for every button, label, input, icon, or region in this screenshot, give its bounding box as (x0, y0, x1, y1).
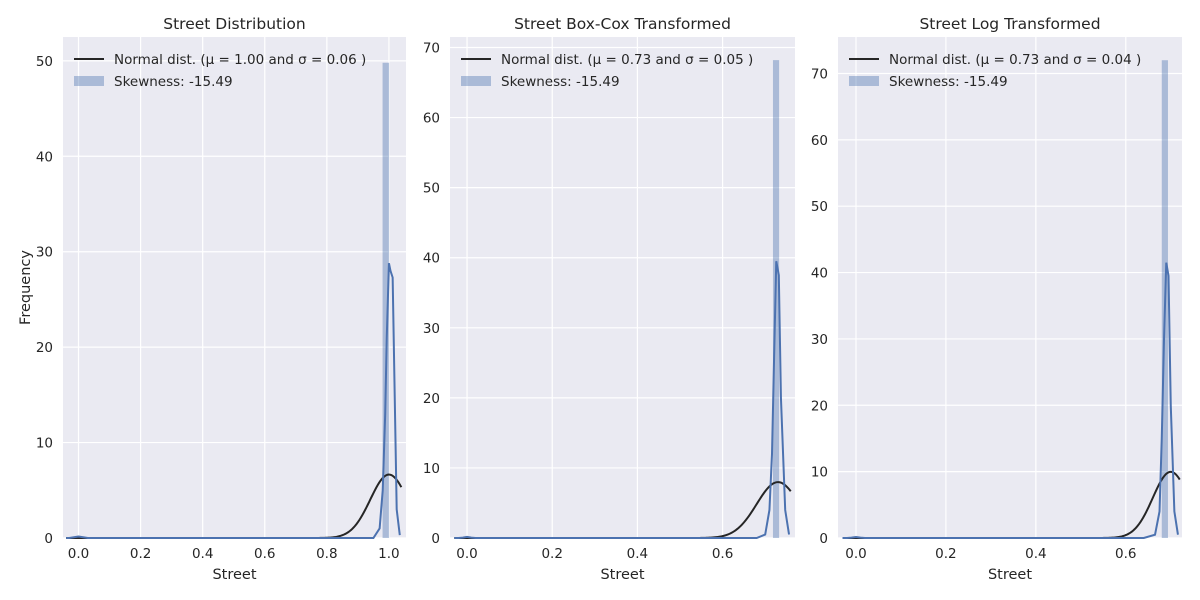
y-tick-label: 20 (423, 391, 440, 407)
y-tick-label: 50 (36, 54, 53, 70)
plot-area (450, 37, 795, 538)
panel-title: Street Box-Cox Transformed (514, 15, 731, 33)
legend: Normal dist. (μ = 1.00 and σ = 0.06 ) Ske… (74, 52, 366, 90)
histogram-bar (382, 62, 390, 538)
y-tick-label: 10 (423, 461, 440, 477)
y-tick-label: 0 (44, 531, 53, 547)
y-tick-label: 70 (423, 41, 440, 57)
x-tick-label: 0.6 (254, 546, 275, 562)
y-tick-label: 10 (811, 465, 828, 481)
legend-normal-label: Normal dist. (μ = 0.73 and σ = 0.04 ) (889, 52, 1141, 68)
kde-line (842, 262, 1179, 539)
x-tick-label: 0.2 (935, 546, 956, 562)
y-tick-label: 60 (811, 133, 828, 149)
legend-skew-swatch (849, 76, 879, 86)
x-tick-label: 0.8 (316, 546, 337, 562)
x-tick-label: 0.2 (541, 546, 562, 562)
legend: Normal dist. (μ = 0.73 and σ = 0.05 ) Ske… (461, 52, 753, 90)
kde-line (66, 262, 401, 539)
y-tick-label: 70 (811, 66, 828, 82)
chart-panel-boxcox: 0.0 0.2 0.4 0.6 0 10 20 30 40 50 60 70 Street Box-Co… (423, 15, 795, 583)
y-tick-label: 50 (811, 199, 828, 215)
legend: Normal dist. (μ = 0.73 and σ = 0.04 ) Ske… (849, 52, 1141, 90)
y-tick-label: 30 (423, 321, 440, 337)
x-axis-label: Street (600, 567, 644, 583)
panel-title: Street Log Transformed (919, 15, 1100, 33)
gridlines (838, 37, 1182, 539)
legend-normal-label: Normal dist. (μ = 0.73 and σ = 0.05 ) (501, 52, 753, 68)
plot-area (63, 37, 406, 538)
panel-title: Street Distribution (163, 15, 305, 33)
y-tick-label: 10 (36, 436, 53, 452)
y-tick-label: 0 (819, 531, 828, 547)
kde-line (454, 261, 791, 539)
y-tick-label: 30 (811, 332, 828, 348)
plot-area (838, 37, 1182, 538)
gridlines (450, 37, 795, 539)
legend-skew-swatch (461, 76, 491, 86)
x-tick-label: 0.4 (1025, 546, 1046, 562)
y-tick-label: 0 (431, 531, 440, 547)
y-tick-label: 20 (36, 340, 53, 356)
y-tick-label: 20 (811, 398, 828, 414)
x-tick-label: 0.6 (1115, 546, 1136, 562)
x-tick-label: 0.4 (192, 546, 213, 562)
x-tick-label: 0.4 (627, 546, 648, 562)
y-tick-label: 60 (423, 111, 440, 127)
y-tick-label: 40 (811, 266, 828, 282)
legend-skew-swatch (74, 76, 104, 86)
x-axis-label: Street (212, 567, 256, 583)
y-tick-label: 30 (36, 245, 53, 261)
y-tick-label: 50 (423, 181, 440, 197)
y-axis-label: Frequency (18, 250, 34, 325)
y-tick-label: 40 (423, 251, 440, 267)
chart-panel-log: 0.0 0.2 0.4 0.6 0 10 20 30 40 50 60 70 Street Log Tr… (811, 15, 1182, 583)
x-tick-label: 0.0 (68, 546, 89, 562)
x-tick-label: 0.2 (130, 546, 151, 562)
x-tick-label: 0.0 (845, 546, 866, 562)
x-axis-label: Street (988, 567, 1032, 583)
legend-skew-label: Skewness: -15.49 (501, 74, 620, 90)
chart-panel-distribution: 0.0 0.2 0.4 0.6 0.8 1.0 0 10 20 30 40 50 Street Dist… (18, 15, 406, 583)
x-tick-label: 1.0 (378, 546, 399, 562)
legend-skew-label: Skewness: -15.49 (889, 74, 1008, 90)
legend-skew-label: Skewness: -15.49 (114, 74, 233, 90)
x-tick-label: 0.6 (712, 546, 733, 562)
y-tick-label: 40 (36, 149, 53, 165)
legend-normal-label: Normal dist. (μ = 1.00 and σ = 0.06 ) (114, 52, 366, 68)
x-tick-label: 0.0 (456, 546, 477, 562)
